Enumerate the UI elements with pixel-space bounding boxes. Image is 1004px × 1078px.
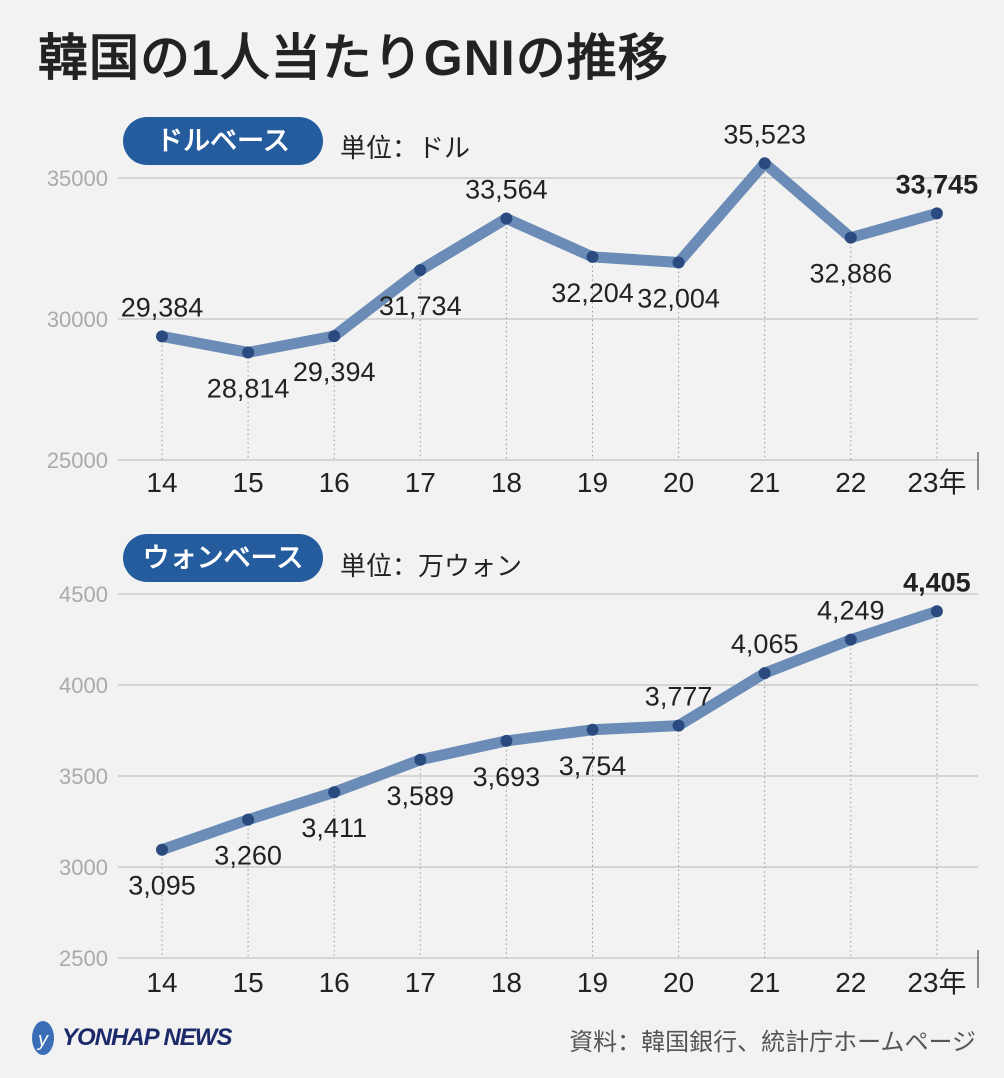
data-point — [156, 330, 168, 343]
data-label: 3,095 — [128, 871, 196, 901]
yonhap-logo-icon: y — [32, 1021, 54, 1055]
data-point — [500, 212, 513, 225]
x-tick-label: 15 — [233, 467, 264, 498]
data-label: 3,693 — [473, 762, 541, 792]
x-tick-label: 23年 — [907, 967, 966, 998]
data-point — [844, 633, 857, 646]
x-tick-label: 19 — [577, 467, 608, 498]
data-point — [242, 346, 255, 359]
x-tick-label: 18 — [491, 967, 522, 998]
logo-text: YONHAP NEWS — [62, 1024, 232, 1051]
x-tick-label: 22 — [835, 967, 866, 998]
data-point — [586, 723, 599, 736]
x-tick-label: 14 — [146, 467, 177, 498]
x-tick-label: 23年 — [907, 467, 966, 498]
x-tick-label: 14 — [146, 967, 177, 998]
series-line — [156, 157, 943, 358]
dollar-base-badge: ドルベース — [123, 117, 323, 165]
data-label: 28,814 — [207, 373, 290, 403]
x-tick-label: 21 — [749, 467, 780, 498]
x-tick-label: 16 — [319, 467, 350, 498]
series-line — [156, 605, 943, 856]
data-point — [672, 256, 685, 269]
data-label: 29,384 — [121, 292, 204, 322]
data-point — [156, 843, 168, 856]
data-point — [758, 667, 771, 680]
x-tick-label: 17 — [405, 967, 436, 998]
y-tick-label: 35000 — [47, 166, 108, 191]
data-point — [930, 605, 943, 618]
data-label: 3,589 — [387, 781, 455, 811]
data-label: 32,004 — [637, 283, 720, 313]
won-base-badge: ウォンベース — [123, 534, 323, 582]
y-tick-label: 25000 — [47, 448, 108, 473]
svg-text:y: y — [36, 1029, 49, 1051]
data-point — [930, 207, 943, 220]
source-note: 資料：韓国銀行、統計庁ホームページ — [569, 1029, 976, 1056]
data-point — [242, 813, 255, 826]
data-label: 33,564 — [465, 174, 548, 204]
data-point — [672, 719, 685, 732]
data-label: 3,260 — [214, 841, 282, 871]
data-point — [414, 264, 427, 277]
x-tick-label: 22 — [835, 467, 866, 498]
data-point — [844, 231, 857, 244]
data-point — [328, 786, 341, 799]
data-label: 32,886 — [810, 259, 893, 289]
x-tick-label: 18 — [491, 467, 522, 498]
data-label: 31,734 — [379, 291, 462, 321]
y-tick-label: 3500 — [59, 764, 108, 789]
data-point — [414, 753, 427, 766]
data-label: 3,754 — [559, 751, 627, 781]
data-point — [500, 734, 513, 747]
data-label: 33,745 — [896, 169, 979, 199]
x-tick-label: 16 — [319, 967, 350, 998]
x-tick-label: 19 — [577, 967, 608, 998]
yonhap-logo: y YONHAP NEWS — [28, 1018, 232, 1058]
data-label: 35,523 — [723, 119, 806, 149]
data-label: 3,777 — [645, 682, 713, 712]
y-tick-label: 3000 — [59, 855, 108, 880]
dollar-unit-label: 単位：ドル — [340, 133, 471, 163]
x-tick-label: 21 — [749, 967, 780, 998]
y-tick-label: 4000 — [59, 673, 108, 698]
data-label: 4,405 — [903, 567, 971, 597]
x-tick-label: 20 — [663, 967, 694, 998]
won-unit-label: 単位：万ウォン — [340, 551, 523, 581]
y-tick-label: 2500 — [59, 946, 108, 971]
y-tick-label: 4500 — [59, 582, 108, 607]
y-tick-label: 30000 — [47, 307, 108, 332]
data-label: 4,249 — [817, 596, 885, 626]
data-point — [328, 330, 341, 343]
x-tick-label: 15 — [233, 967, 264, 998]
page-title: 韓国の1人当たりGNIの推移 — [38, 30, 669, 86]
x-tick-label: 17 — [405, 467, 436, 498]
data-label: 3,411 — [301, 813, 367, 843]
data-label: 32,204 — [551, 278, 634, 308]
data-label: 4,065 — [731, 629, 799, 659]
data-point — [758, 157, 771, 170]
x-tick-label: 20 — [663, 467, 694, 498]
data-point — [586, 250, 599, 263]
data-label: 29,394 — [293, 357, 376, 387]
